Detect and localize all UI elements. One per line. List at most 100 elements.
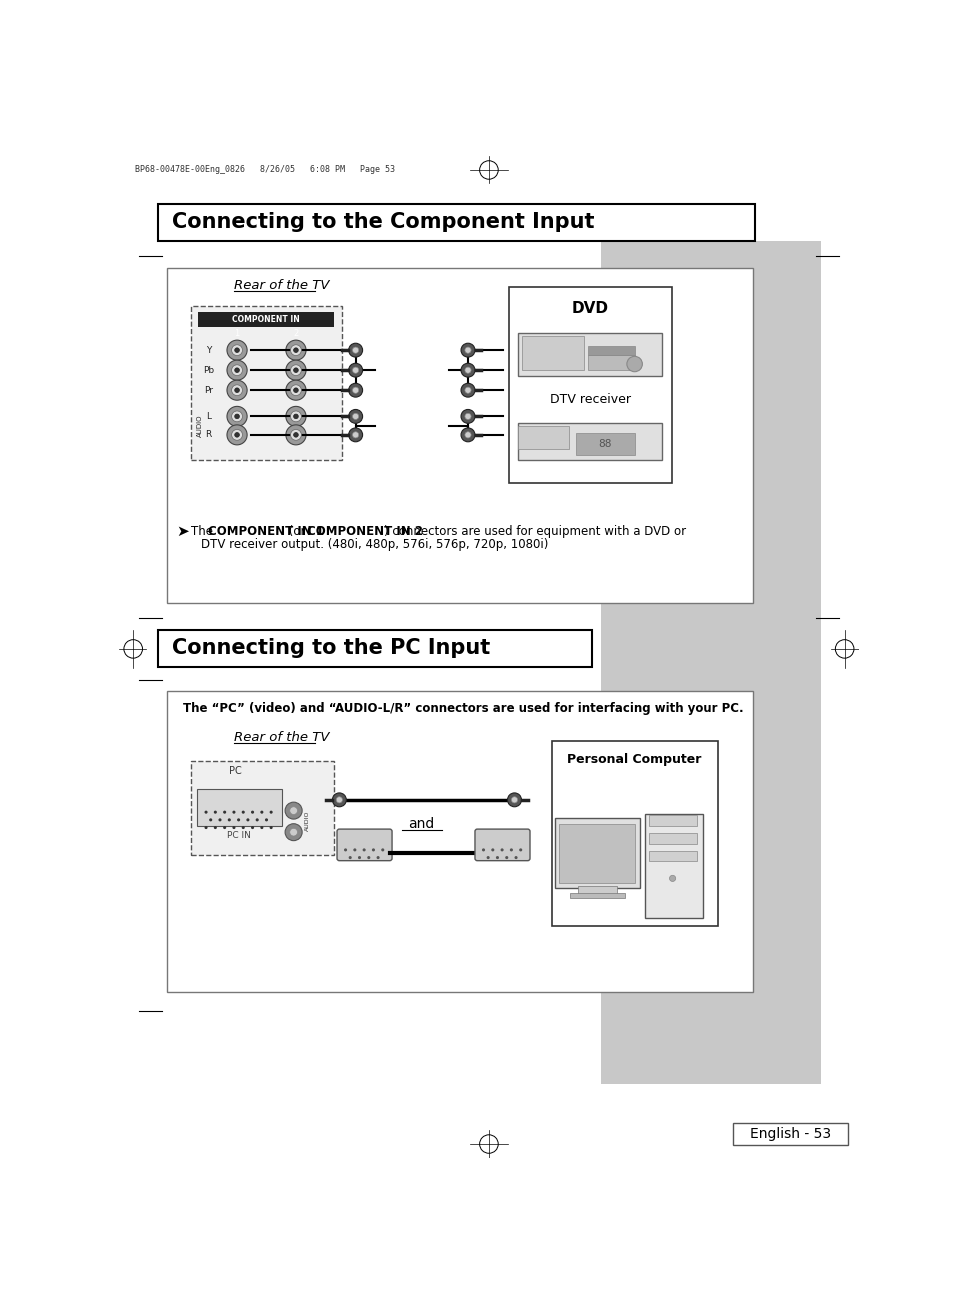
Bar <box>198 312 334 327</box>
Circle shape <box>286 406 306 427</box>
Circle shape <box>348 428 362 442</box>
Circle shape <box>514 856 517 859</box>
Circle shape <box>460 363 475 377</box>
Bar <box>517 425 568 449</box>
Text: Connecting to the PC Input: Connecting to the PC Input <box>172 639 490 658</box>
Circle shape <box>223 826 226 829</box>
Bar <box>555 818 639 887</box>
Text: Pb: Pb <box>203 366 213 375</box>
Bar <box>599 618 821 1084</box>
Circle shape <box>233 811 235 813</box>
Bar <box>191 306 341 461</box>
Circle shape <box>357 856 360 859</box>
Text: PC IN: PC IN <box>227 831 251 839</box>
Circle shape <box>227 340 247 360</box>
Circle shape <box>285 803 302 820</box>
Circle shape <box>464 367 471 373</box>
Circle shape <box>232 345 242 355</box>
Circle shape <box>348 384 362 397</box>
Circle shape <box>291 345 301 355</box>
Circle shape <box>348 410 362 423</box>
Text: 88: 88 <box>598 440 611 449</box>
Circle shape <box>251 826 253 829</box>
Circle shape <box>509 848 513 851</box>
Bar <box>551 742 718 926</box>
Circle shape <box>353 432 358 438</box>
Circle shape <box>285 824 302 840</box>
Text: COMPONENT IN 1: COMPONENT IN 1 <box>208 524 323 537</box>
Text: Personal Computer: Personal Computer <box>567 752 701 765</box>
Text: Pr: Pr <box>204 385 213 394</box>
Circle shape <box>486 856 489 859</box>
Circle shape <box>460 410 475 423</box>
Text: R: R <box>205 431 212 440</box>
Circle shape <box>246 818 249 821</box>
Circle shape <box>286 360 306 380</box>
Circle shape <box>348 363 362 377</box>
Circle shape <box>270 811 273 813</box>
Circle shape <box>290 807 297 814</box>
Bar <box>649 816 697 826</box>
Circle shape <box>204 826 208 829</box>
Circle shape <box>481 848 484 851</box>
Bar <box>167 268 753 602</box>
Text: ➤: ➤ <box>176 524 189 540</box>
Text: BP68-00478E-00Eng_0826   8/26/05   6:08 PM   Page 53: BP68-00478E-00Eng_0826 8/26/05 6:08 PM P… <box>134 165 395 174</box>
Circle shape <box>460 428 475 442</box>
Circle shape <box>507 792 521 807</box>
Circle shape <box>353 848 356 851</box>
Circle shape <box>241 826 245 829</box>
Circle shape <box>251 811 253 813</box>
Circle shape <box>236 818 240 821</box>
Circle shape <box>260 826 263 829</box>
Bar <box>509 288 671 484</box>
Circle shape <box>348 343 362 356</box>
Circle shape <box>218 818 221 821</box>
Text: AUDIO: AUDIO <box>196 415 203 437</box>
Circle shape <box>234 347 239 353</box>
Circle shape <box>286 425 306 445</box>
Text: The “PC” (video) and “AUDIO-L/R” connectors are used for interfacing with your P: The “PC” (video) and “AUDIO-L/R” connect… <box>183 703 742 716</box>
Circle shape <box>232 364 242 376</box>
Circle shape <box>260 811 263 813</box>
Circle shape <box>464 432 471 438</box>
Circle shape <box>518 848 521 851</box>
Bar <box>521 336 583 371</box>
Bar <box>649 833 697 844</box>
Circle shape <box>234 414 239 419</box>
Text: AUDIO: AUDIO <box>305 811 310 831</box>
Circle shape <box>233 826 235 829</box>
Circle shape <box>291 364 301 376</box>
Text: (or: (or <box>285 524 309 537</box>
Text: Connecting to the Component Input: Connecting to the Component Input <box>172 212 594 233</box>
Text: English - 53: English - 53 <box>749 1127 830 1141</box>
Bar <box>599 241 821 622</box>
Circle shape <box>460 343 475 356</box>
Circle shape <box>511 796 517 803</box>
Circle shape <box>335 796 342 803</box>
Circle shape <box>505 856 508 859</box>
Circle shape <box>265 818 268 821</box>
Circle shape <box>353 347 358 354</box>
Circle shape <box>464 388 471 393</box>
Circle shape <box>367 856 370 859</box>
Text: COMPONENT IN: COMPONENT IN <box>232 315 299 324</box>
Bar <box>191 761 334 855</box>
Circle shape <box>294 368 298 372</box>
Circle shape <box>464 414 471 419</box>
Bar <box>587 355 634 371</box>
Circle shape <box>294 347 298 353</box>
Text: PC: PC <box>229 765 242 775</box>
Circle shape <box>255 818 258 821</box>
Circle shape <box>234 432 239 437</box>
Circle shape <box>290 829 297 837</box>
Circle shape <box>204 811 208 813</box>
Circle shape <box>344 848 347 851</box>
Bar <box>158 204 754 241</box>
Circle shape <box>234 388 239 393</box>
Circle shape <box>232 385 242 396</box>
Circle shape <box>353 388 358 393</box>
Circle shape <box>500 848 503 851</box>
Circle shape <box>291 411 301 422</box>
FancyBboxPatch shape <box>336 829 392 861</box>
